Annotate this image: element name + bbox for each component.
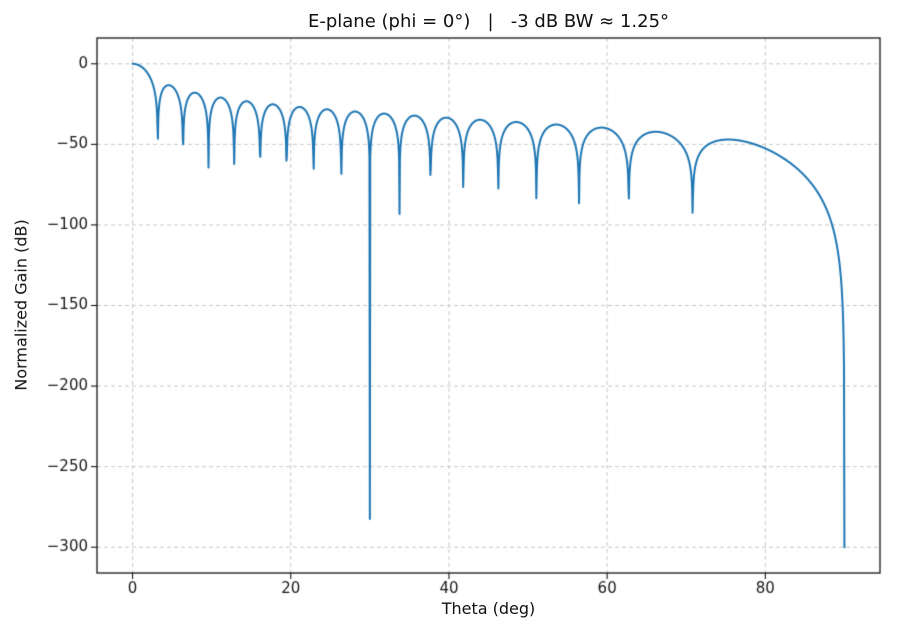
y-axis-label: Normalized Gain (dB) [11,219,31,391]
x-axis-label: Theta (deg) [441,599,536,618]
chart-title: E-plane (phi = 0°) | -3 dB BW ≈ 1.25° [307,11,670,32]
